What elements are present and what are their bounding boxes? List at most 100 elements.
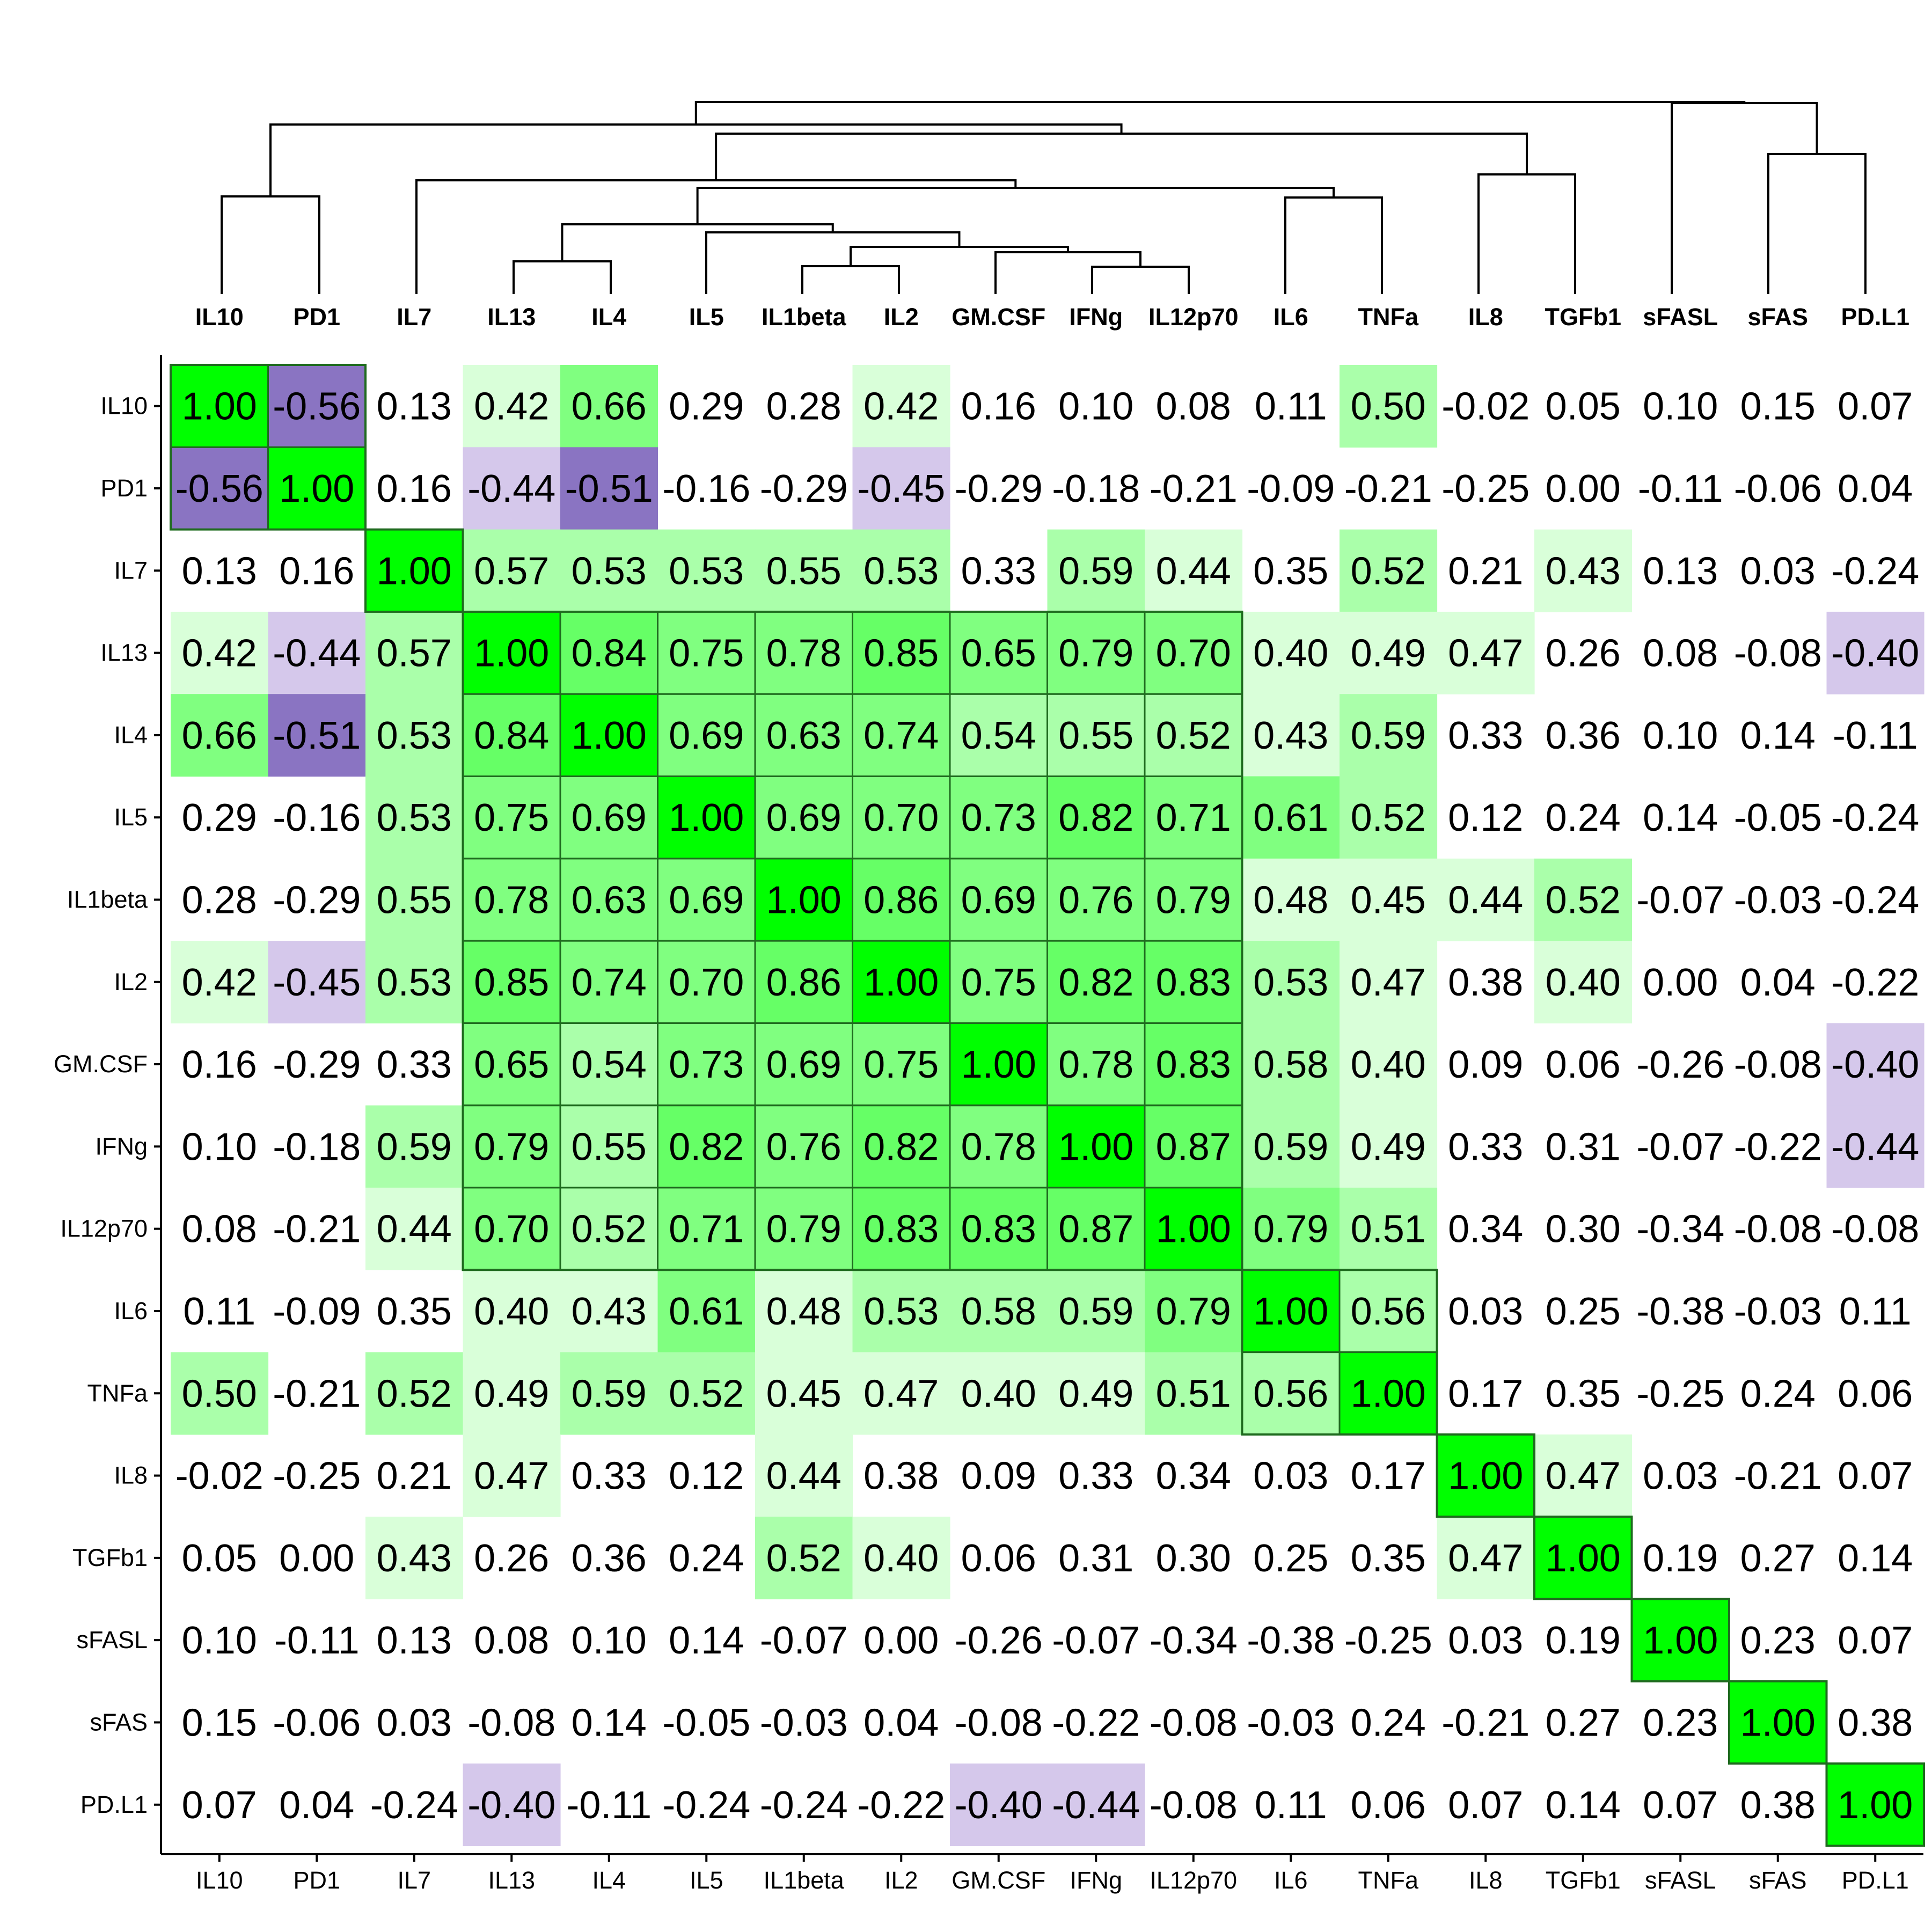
x-tick-label: GM.CSF <box>952 1867 1045 1894</box>
cell-value-label: 0.04 <box>1740 961 1816 1004</box>
cell-value-label: 0.17 <box>1448 1372 1523 1415</box>
cell-value-label: 0.83 <box>1156 961 1231 1004</box>
heatmap-cell <box>755 529 853 612</box>
heatmap-cell <box>560 1270 658 1353</box>
cell-value-label: 0.34 <box>1448 1208 1523 1251</box>
heatmap-cell <box>1340 1270 1438 1353</box>
cell-value-label: 0.38 <box>1740 1784 1816 1827</box>
heatmap-cell <box>1242 1270 1340 1353</box>
cell-value-label: 1.00 <box>1740 1701 1816 1744</box>
dendrogram-branch <box>415 179 1017 294</box>
y-tick-label: IL4 <box>114 721 148 749</box>
y-tick-label: sFASL <box>76 1626 148 1653</box>
y-tick-label: IL10 <box>100 392 148 420</box>
y-tick-label: IL1beta <box>67 885 148 913</box>
cluster-box <box>1728 1680 1828 1765</box>
heatmap-cell <box>852 1517 950 1600</box>
heatmap-cell <box>1242 858 1340 941</box>
cell-value-label: 0.75 <box>474 796 549 839</box>
cell-value-label: 0.07 <box>182 1784 257 1827</box>
cell-value-label: 0.59 <box>1058 1290 1133 1333</box>
heatmap-cell <box>463 1434 561 1517</box>
cell-value-label: -0.02 <box>175 1455 264 1498</box>
cell-value-label: 0.06 <box>1351 1784 1426 1827</box>
cell-value-label: 0.03 <box>1740 550 1816 592</box>
heatmap-cell <box>463 694 561 777</box>
cell-value-label: -0.03 <box>760 1701 848 1744</box>
x-tick-label: IL7 <box>397 1867 431 1894</box>
heatmap-cell <box>755 1517 853 1600</box>
cell-value-label: 0.48 <box>1253 879 1328 921</box>
heatmap-cell <box>1047 694 1145 777</box>
heatmap-cell <box>365 1517 464 1600</box>
cell-value-label: -0.24 <box>1831 879 1919 921</box>
cell-value-label: 0.07 <box>1643 1784 1718 1827</box>
heatmap-cell <box>1047 611 1145 694</box>
x-axis-tick-labels: IL10 PD1 IL7 IL13 IL4 IL5 IL1beta IL2 GM.CSF IFNg… <box>196 1867 1909 1894</box>
cell-value-label: 0.28 <box>766 385 841 428</box>
cell-value-label: 0.47 <box>863 1372 939 1415</box>
heatmap-cell <box>1145 941 1243 1023</box>
cell-value-label: 0.06 <box>961 1537 1036 1580</box>
cell-value-label: 0.44 <box>766 1455 841 1498</box>
heatmap-cell <box>1145 611 1243 694</box>
cell-value-label: 0.51 <box>1156 1372 1231 1415</box>
cell-value-label: 0.47 <box>1546 1455 1621 1498</box>
cell-value-label: 0.51 <box>1351 1208 1426 1251</box>
heatmap-cell <box>852 365 950 448</box>
heatmap-cell <box>1047 1188 1145 1270</box>
x-tick-label: IL12p70 <box>1150 1867 1237 1894</box>
heatmap-cell <box>852 694 950 777</box>
heatmap-cell <box>1340 365 1438 448</box>
cell-value-label: 0.76 <box>766 1125 841 1168</box>
cell-value-label: -0.05 <box>1734 796 1822 839</box>
cell-value-label: 0.24 <box>1740 1372 1816 1415</box>
cell-value-label: -0.44 <box>467 467 555 510</box>
cell-value-label: -0.40 <box>1831 1043 1919 1086</box>
heatmap-cell <box>1047 529 1145 612</box>
cell-value-label: 0.33 <box>1448 714 1523 757</box>
cell-value-label: 0.70 <box>1156 632 1231 675</box>
dendrogram-leaf-label: IL4 <box>591 303 626 331</box>
cell-value-label: 0.53 <box>669 550 744 592</box>
cell-value-label: 1.00 <box>1253 1290 1328 1333</box>
cell-value-label: 0.69 <box>669 714 744 757</box>
heatmap-cell <box>1340 858 1438 941</box>
heatmap-cell <box>463 1352 561 1435</box>
cell-value-label: 1.00 <box>1838 1784 1913 1827</box>
heatmap-cell <box>950 1763 1048 1846</box>
cell-value-label: 0.29 <box>669 385 744 428</box>
cell-value-label: 0.13 <box>1643 550 1718 592</box>
heatmap-cell <box>1242 694 1340 777</box>
cell-value-label: 0.47 <box>1448 1537 1523 1580</box>
cell-value-label: -0.45 <box>273 961 361 1004</box>
cell-value-label: -0.03 <box>1734 879 1822 921</box>
cell-value-label: 0.44 <box>1156 550 1231 592</box>
dendrogram-branch <box>850 246 1069 266</box>
cell-value-label: 1.00 <box>182 385 257 428</box>
y-tick-label: TNFa <box>87 1379 148 1407</box>
cell-value-label: 0.12 <box>669 1455 744 1498</box>
heatmap-cell <box>268 365 366 448</box>
cell-value-label: 0.19 <box>1643 1537 1718 1580</box>
cell-value-label: 0.75 <box>669 632 744 675</box>
cell-value-label: 0.34 <box>1156 1455 1231 1498</box>
cell-value-label: 0.03 <box>377 1701 452 1744</box>
cell-value-label: 0.42 <box>863 385 939 428</box>
cell-value-label: 0.56 <box>1351 1290 1426 1333</box>
dendrogram-leaf-label: IFNg <box>1069 303 1123 331</box>
cell-value-label: -0.11 <box>1833 714 1918 757</box>
heatmap-cell <box>657 1023 756 1106</box>
cell-value-label: 0.38 <box>863 1455 939 1498</box>
cell-value-label: 0.75 <box>863 1043 939 1086</box>
cell-value-label: 0.43 <box>572 1290 647 1333</box>
cell-value-label: -0.09 <box>1247 467 1335 510</box>
heatmap-cell <box>1534 1517 1633 1600</box>
cell-value-label: 0.44 <box>377 1208 452 1251</box>
heatmap-cell <box>463 858 561 941</box>
heatmap-cell <box>1047 1270 1145 1353</box>
heatmap-cell <box>755 776 853 859</box>
dendrogram-branch <box>221 195 320 294</box>
cell-value-label: 0.69 <box>961 879 1036 921</box>
cell-value-label: 0.59 <box>377 1125 452 1168</box>
